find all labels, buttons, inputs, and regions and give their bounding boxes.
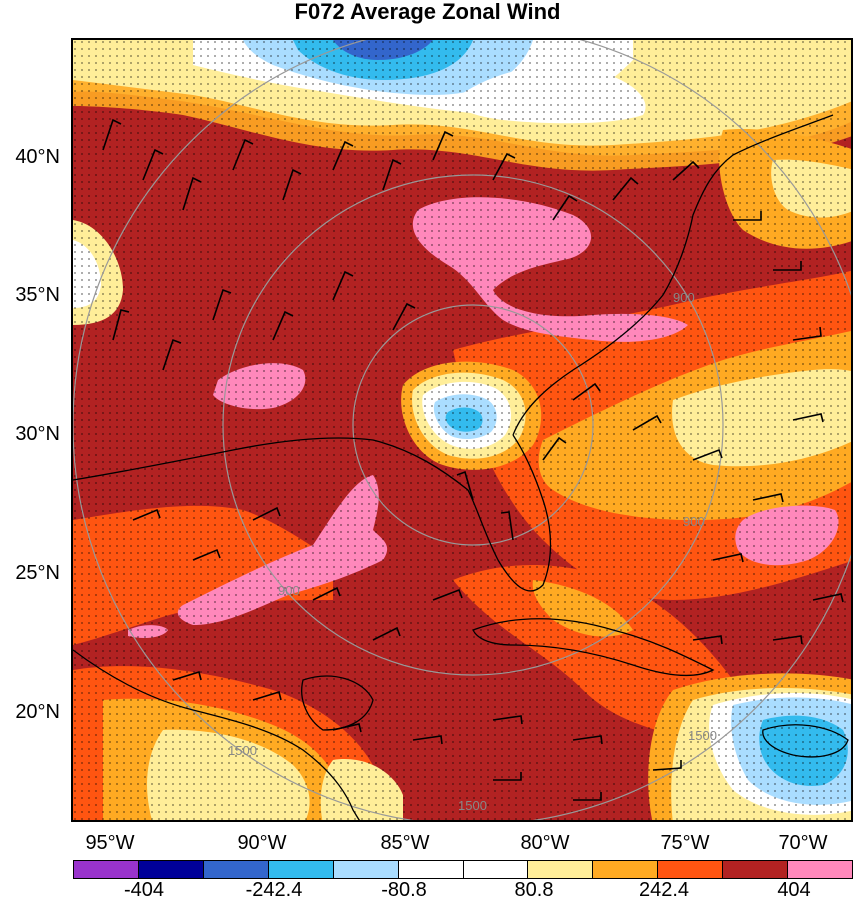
lon-label-85w: 85°W: [380, 832, 430, 854]
map-canvas: 900 900 900 1500 1500 1500: [73, 40, 851, 820]
lat-label-20n: 20°N: [15, 701, 60, 723]
colorbar: [73, 860, 853, 879]
colorbar-bin: [723, 861, 789, 878]
wind-barb: [456, 436, 567, 541]
range-label-5: 1500: [228, 743, 257, 758]
colorbar-bin: [398, 861, 464, 878]
range-ring-inner: [352, 304, 594, 546]
lon-label-95w: 95°W: [85, 832, 135, 854]
colorbar-bin: [138, 861, 204, 878]
lat-label-25n: 25°N: [15, 562, 60, 584]
wind-barb: [572, 382, 723, 461]
range-label-3: 900: [278, 583, 300, 598]
lon-label-90w: 90°W: [237, 832, 287, 854]
colorbar-label: 80.8: [514, 879, 554, 901]
colorbar-bin: [463, 861, 529, 878]
hispaniola-outline: [762, 724, 849, 758]
yucatan-outline: [301, 675, 374, 731]
colorbar-label: 242.4: [638, 879, 690, 901]
wind-barb: [232, 138, 354, 201]
colorbar-bin: [528, 861, 594, 878]
wind-barb: [692, 593, 844, 645]
colorbar-bin: [593, 861, 659, 878]
colorbar-bin: [333, 861, 399, 878]
wind-barb: [712, 413, 824, 563]
lon-label-75w: 75°W: [660, 832, 710, 854]
colorbar-bin: [268, 861, 334, 878]
colorbar-bin: [203, 861, 269, 878]
range-label-6: 1500: [688, 728, 717, 743]
wind-barb: [312, 586, 463, 641]
colorbar-label: -404: [123, 879, 165, 901]
wind-barb: [493, 760, 682, 801]
stipple-overlay: [73, 40, 851, 820]
wind-barb: [112, 288, 232, 371]
colorbar-label: -242.4: [245, 879, 303, 901]
cuba-outline: [472, 618, 715, 677]
mexico-coastline: [73, 649, 360, 820]
colorbar-bin: [788, 861, 853, 878]
range-rings: [73, 40, 851, 820]
range-label-2: 900: [683, 514, 705, 529]
lat-label-35n: 35°N: [15, 284, 60, 306]
wind-barb: [272, 270, 416, 341]
lat-label-40n: 40°N: [15, 146, 60, 168]
wind-barb: [172, 670, 362, 733]
wind-barb: [412, 715, 603, 745]
lon-label-70w: 70°W: [778, 832, 828, 854]
range-label-4: 1500: [458, 798, 487, 813]
chart-title: F072 Average Zonal Wind: [294, 0, 561, 24]
wind-barbs: [102, 118, 844, 801]
wind-barb: [132, 506, 281, 561]
wind-map: 900 900 900 1500 1500 1500: [71, 38, 853, 822]
range-ring-middle: [222, 174, 724, 676]
colorbar-bin: [74, 861, 139, 878]
wind-barb: [733, 211, 822, 341]
wind-barb: [102, 118, 202, 211]
wind-barb: [382, 130, 516, 191]
atlantic-coastline: [512, 114, 834, 436]
range-label-1: 900: [673, 290, 695, 305]
coastlines: [73, 114, 849, 820]
lon-label-80w: 80°W: [520, 832, 570, 854]
colorbar-bin: [658, 861, 724, 878]
lat-label-30n: 30°N: [15, 423, 60, 445]
colorbar-label: -80.8: [381, 879, 427, 901]
gulf-coastline: [73, 434, 552, 592]
wind-barb: [552, 160, 700, 221]
colorbar-label: 404: [777, 879, 811, 901]
